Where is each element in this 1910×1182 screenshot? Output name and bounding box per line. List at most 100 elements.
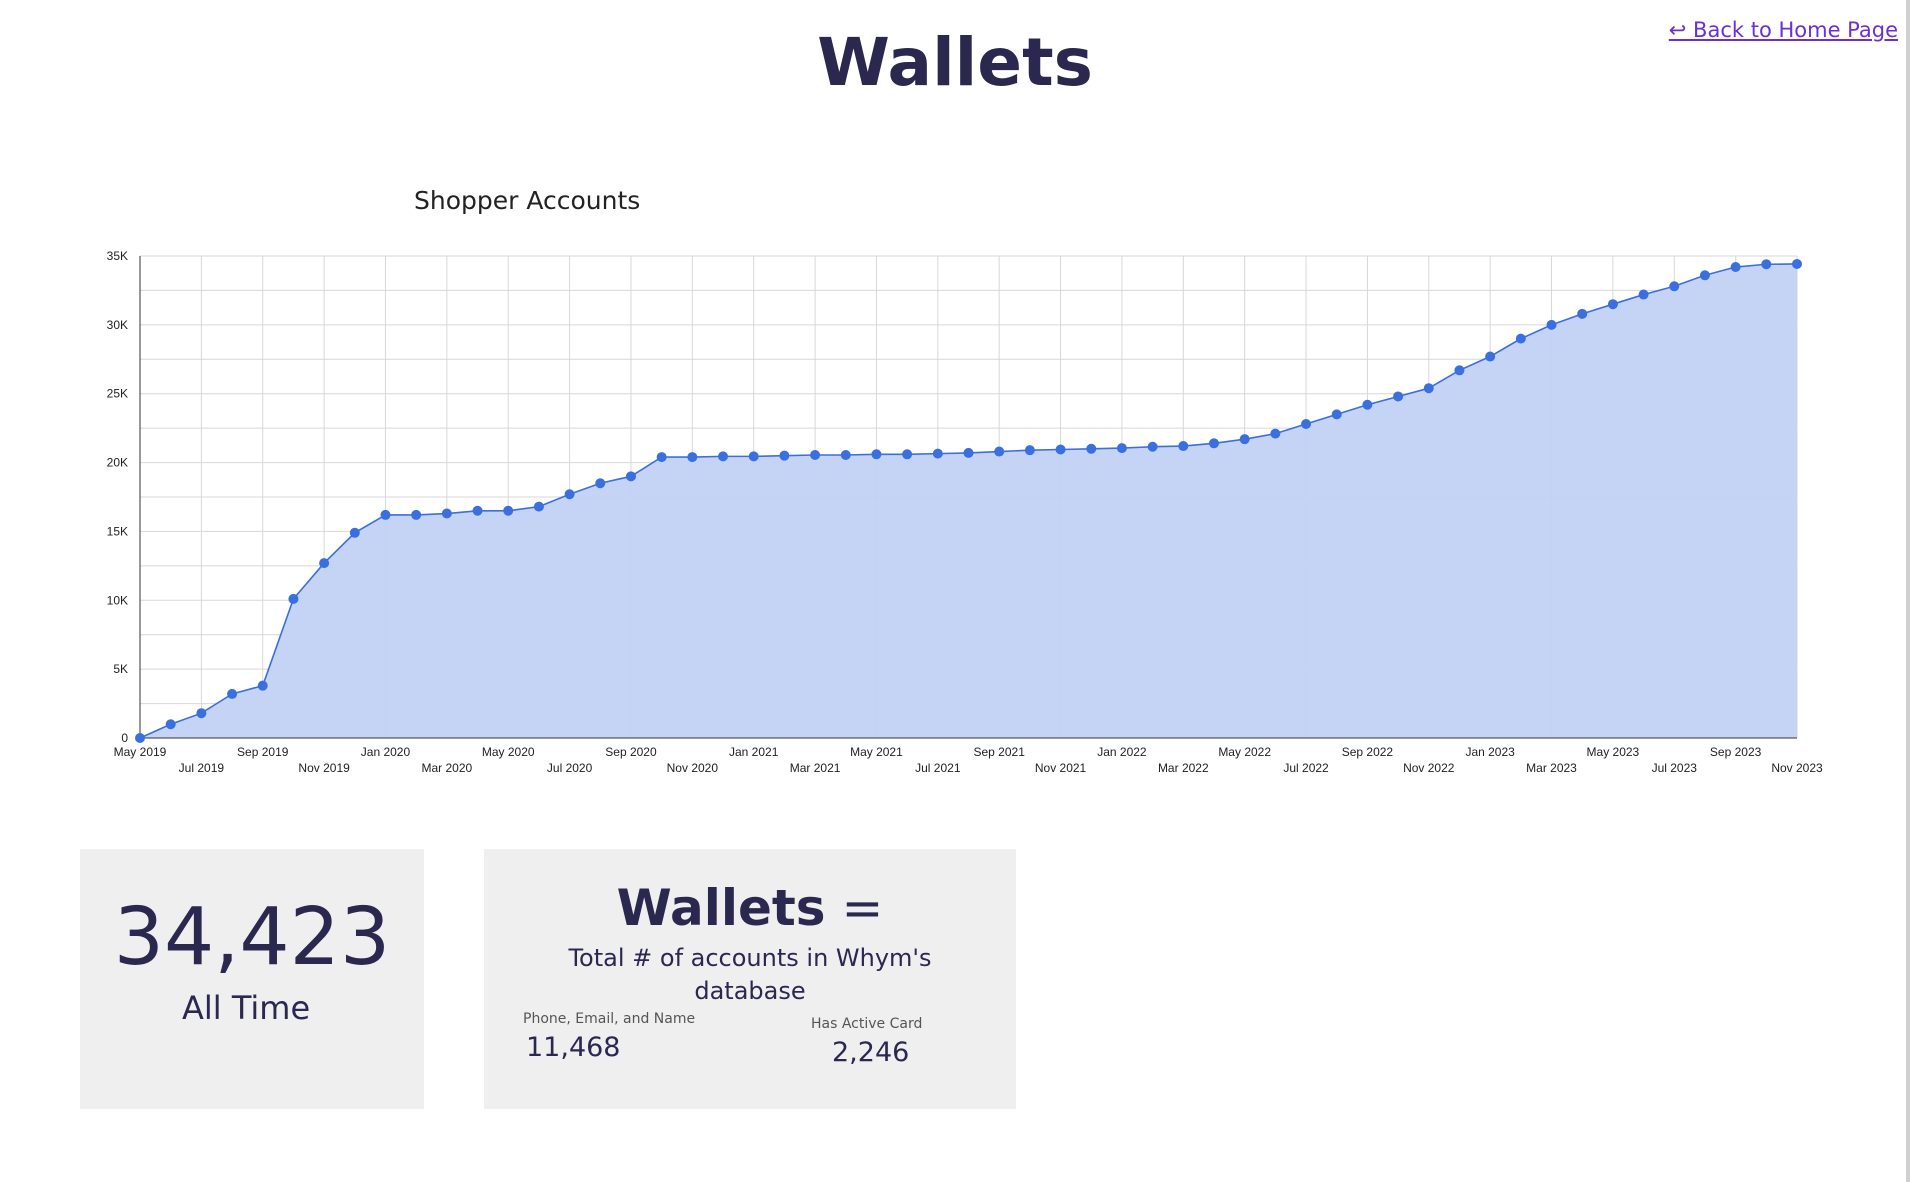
data-point: [503, 505, 514, 516]
data-point: [1147, 441, 1158, 452]
series-area-fill: [140, 263, 1797, 738]
x-tick-label: Sep 2021: [973, 745, 1025, 759]
total-wallets-value: 34,423: [113, 891, 391, 983]
data-point: [994, 446, 1005, 457]
page-title: Wallets: [817, 24, 1093, 101]
definition-text: Total # of accounts in Whym's database: [568, 944, 932, 1005]
x-tick-label: May 2019: [114, 745, 167, 759]
data-point: [1577, 308, 1588, 319]
x-tick-label: Jan 2020: [361, 745, 411, 759]
back-to-home-link[interactable]: ↩ Back to Home Page: [1668, 18, 1898, 42]
definition-heading-equals: =: [825, 879, 884, 937]
wallets-definition-card: Wallets = Total # of accounts in Whym's …: [484, 849, 1016, 1109]
metric-active-card-value: 2,246: [832, 1037, 910, 1068]
x-tick-label: Sep 2019: [237, 745, 289, 759]
data-point: [1239, 434, 1250, 445]
y-tick-label: 35K: [107, 249, 128, 263]
data-point: [1546, 319, 1557, 330]
data-point: [1638, 289, 1649, 300]
data-point: [687, 452, 698, 463]
metric-phone-email-name-value: 11,468: [526, 1032, 621, 1063]
data-point: [1024, 445, 1035, 456]
data-point: [1761, 259, 1772, 270]
y-tick-label: 25K: [107, 387, 128, 401]
data-point: [1792, 258, 1802, 269]
data-point: [1485, 351, 1496, 362]
definition-heading: Wallets =: [484, 879, 1016, 937]
scrollbar[interactable]: [1906, 0, 1910, 1182]
data-point: [779, 450, 790, 461]
data-point: [810, 449, 821, 460]
data-point: [1423, 383, 1434, 394]
data-point: [1669, 281, 1680, 292]
data-point: [411, 509, 422, 520]
chart-title: Shopper Accounts: [414, 186, 641, 215]
data-point: [1607, 299, 1618, 310]
data-point: [963, 447, 974, 458]
data-point: [595, 478, 606, 489]
shopper-accounts-chart: 0 5K 10K 15K 20K 25K 30K 35K May 2019 Sep 2019 Jan…: [107, 249, 1823, 775]
data-point: [165, 719, 176, 730]
x-tick-label: Nov 2022: [1403, 761, 1455, 775]
data-point: [1301, 419, 1312, 430]
data-point: [1362, 399, 1373, 410]
data-point: [564, 489, 575, 500]
x-tick-label: Sep 2020: [605, 745, 657, 759]
metric-active-card-label: Has Active Card: [811, 1016, 923, 1032]
data-point: [1116, 443, 1127, 454]
x-tick-label: Nov 2021: [1035, 761, 1087, 775]
x-tick-label: Nov 2020: [667, 761, 719, 775]
data-point: [533, 501, 544, 512]
data-point: [1208, 438, 1219, 449]
data-point: [196, 708, 207, 719]
metric-phone-email-name-label: Phone, Email, and Name: [523, 1011, 696, 1027]
x-tick-label: Mar 2022: [1158, 761, 1209, 775]
x-tick-label: Mar 2023: [1526, 761, 1577, 775]
definition-heading-term: Wallets: [616, 879, 826, 937]
y-tick-label: 0: [121, 731, 128, 745]
data-point: [227, 688, 238, 699]
data-point: [748, 451, 759, 462]
data-point: [1178, 441, 1189, 452]
x-tick-label: May 2020: [482, 745, 535, 759]
data-point: [1086, 443, 1097, 454]
x-tick-label: Mar 2020: [422, 761, 473, 775]
data-point: [441, 508, 452, 519]
x-tick-label: Sep 2023: [1710, 745, 1762, 759]
x-tick-label: Sep 2022: [1342, 745, 1394, 759]
x-tick-label: Mar 2021: [790, 761, 841, 775]
data-point: [288, 593, 299, 604]
total-wallets-label: All Time: [182, 989, 311, 1027]
data-point: [840, 449, 851, 460]
x-tick-label: May 2022: [1218, 745, 1271, 759]
x-tick-label: Jan 2022: [1097, 745, 1147, 759]
y-tick-label: 15K: [107, 524, 128, 538]
data-point: [1055, 444, 1066, 455]
x-tick-label: Jul 2022: [1283, 761, 1329, 775]
x-tick-label: Nov 2019: [298, 761, 350, 775]
data-point: [1699, 270, 1710, 281]
x-tick-label: Jan 2023: [1465, 745, 1515, 759]
data-point: [1515, 333, 1526, 344]
data-point: [1454, 365, 1465, 376]
data-point: [1730, 262, 1741, 273]
x-tick-label: Jul 2023: [1652, 761, 1698, 775]
data-point: [902, 449, 913, 460]
x-tick-label: Jul 2020: [547, 761, 593, 775]
y-tick-label: 5K: [113, 662, 128, 676]
x-tick-label: Jul 2021: [915, 761, 961, 775]
data-point: [472, 505, 483, 516]
data-point: [1331, 409, 1342, 420]
y-tick-label: 10K: [107, 593, 128, 607]
total-wallets-card: 34,423 All Time: [80, 849, 424, 1109]
data-point: [257, 680, 268, 691]
data-point: [625, 471, 636, 482]
data-point: [1393, 391, 1404, 402]
x-tick-label: Jul 2019: [179, 761, 225, 775]
x-tick-label: May 2021: [850, 745, 903, 759]
y-tick-label: 20K: [107, 456, 128, 470]
x-tick-label: May 2023: [1587, 745, 1640, 759]
data-point: [349, 527, 360, 538]
data-point: [380, 509, 391, 520]
data-point: [319, 558, 330, 569]
